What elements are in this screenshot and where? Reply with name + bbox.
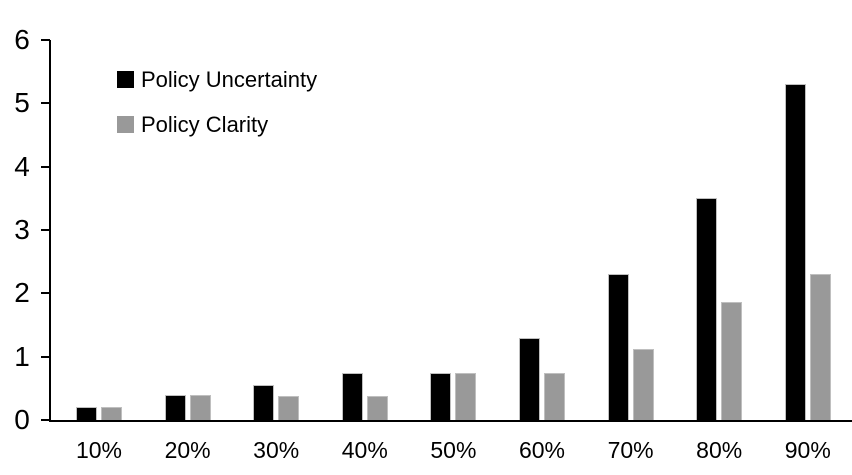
bar-policy-clarity-50%: [455, 372, 477, 420]
bar-policy-clarity-60%: [544, 372, 565, 420]
bar-policy-uncertainty-90%: [784, 84, 806, 420]
y-tick-1: [41, 355, 50, 358]
y-tick-label-0: 0: [14, 404, 30, 435]
bar-policy-clarity-40%: [366, 395, 388, 420]
y-tick-5: [41, 102, 50, 105]
bar-policy-clarity-80%: [721, 301, 743, 420]
bar-policy-uncertainty-70%: [607, 274, 629, 420]
bar-policy-clarity-10%: [101, 407, 122, 420]
x-tick-label-30%: 30%: [253, 437, 300, 463]
y-tick-label-1: 1: [14, 340, 30, 372]
y-tick-label-2: 2: [14, 277, 30, 309]
bar-policy-clarity-30%: [278, 395, 300, 420]
x-tick-label-40%: 40%: [341, 437, 388, 463]
y-tick-4: [41, 165, 50, 168]
x-tick-label-10%: 10%: [75, 437, 123, 463]
bar-policy-clarity-70%: [632, 349, 654, 420]
y-tick-label-5: 5: [14, 87, 30, 119]
y-tick-6: [41, 39, 50, 41]
y-tick-label-3: 3: [14, 214, 30, 245]
x-tick-label-70%: 70%: [607, 437, 654, 463]
bar-policy-uncertainty-80%: [696, 198, 718, 420]
y-tick-label-6: 6: [14, 24, 30, 55]
plot-area: [50, 40, 852, 420]
legend-swatch-policy-clarity: [117, 116, 134, 133]
legend-swatch-policy-uncertainty: [117, 71, 134, 88]
y-tick-label-4: 4: [14, 150, 30, 182]
bar-policy-clarity-20%: [189, 394, 211, 420]
x-tick-label-60%: 60%: [518, 437, 566, 463]
legend-item-policy-clarity: Policy Clarity: [117, 111, 317, 137]
bar-policy-clarity-90%: [809, 274, 831, 420]
x-tick-label-50%: 50%: [430, 437, 477, 463]
bar-policy-uncertainty-20%: [164, 394, 186, 420]
y-tick-2: [41, 292, 50, 295]
bar-policy-uncertainty-50%: [430, 372, 452, 420]
x-tick-label-90%: 90%: [784, 437, 831, 463]
bar-policy-uncertainty-60%: [519, 337, 540, 420]
bar-policy-uncertainty-40%: [341, 372, 363, 420]
bar-policy-uncertainty-30%: [253, 385, 275, 420]
legend: Policy Uncertainty Policy Clarity: [117, 66, 318, 159]
x-axis-line: [49, 420, 852, 422]
bar-policy-uncertainty-10%: [76, 407, 97, 420]
y-axis-line: [49, 40, 51, 422]
x-tick-label-80%: 80%: [696, 437, 743, 463]
legend-label-policy-uncertainty: Policy Uncertainty: [141, 66, 318, 92]
x-tick-label-20%: 20%: [164, 437, 211, 463]
y-tick-3: [41, 229, 50, 231]
y-tick-0: [41, 419, 50, 421]
legend-label-policy-clarity: Policy Clarity: [141, 111, 269, 137]
legend-item-policy-uncertainty: Policy Uncertainty: [117, 66, 318, 92]
